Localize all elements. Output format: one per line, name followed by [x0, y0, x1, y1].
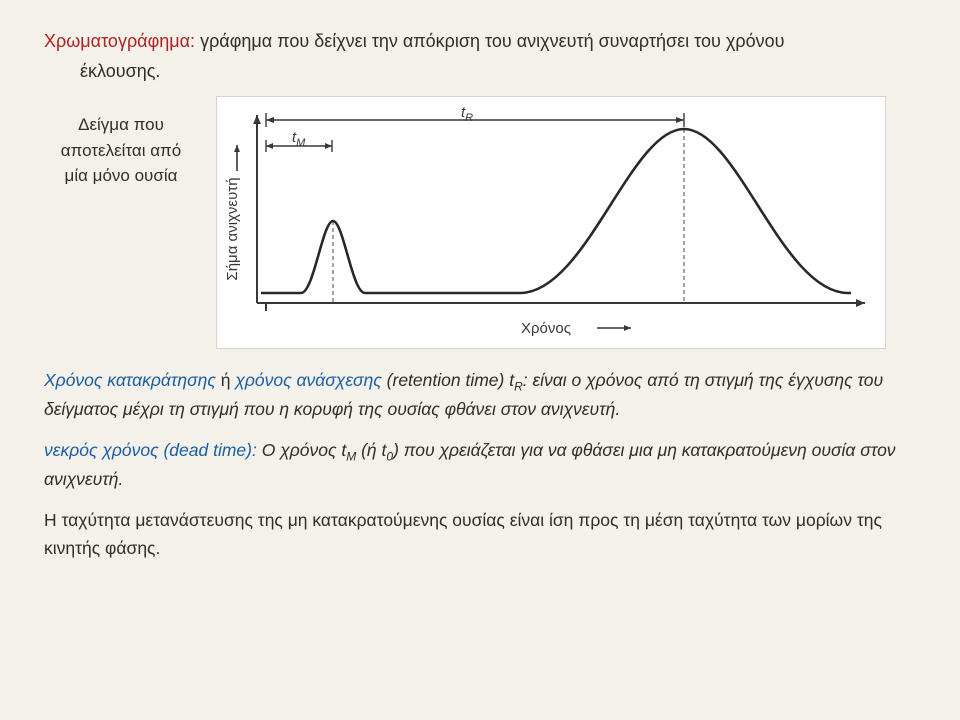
para-deadtime: νεκρός χρόνος (dead time): Ο χρόνος tM (… — [44, 437, 916, 493]
chart-caption: Δείγμα που αποτελείται από μία μόνο ουσί… — [44, 96, 198, 189]
svg-text:tR: tR — [461, 104, 473, 124]
p2s1: M — [346, 450, 356, 464]
term-retention: Χρόνος κατακράτησης — [44, 370, 216, 390]
p1r2: (retention time) t — [382, 370, 514, 390]
p2r2: (ή t — [356, 440, 386, 460]
svg-text:Χρόνος: Χρόνος — [521, 320, 571, 337]
caption-l1: Δείγμα που — [78, 115, 164, 134]
title-rest: γράφημα που δείχνει την απόκριση του ανι… — [195, 31, 784, 51]
caption-l2: αποτελείται από — [61, 141, 182, 160]
p2r1: Ο χρόνος t — [257, 440, 346, 460]
p1r1: ή — [216, 370, 235, 390]
term-deadtime: νεκρός χρόνος (dead time): — [44, 440, 257, 460]
para-retention: Χρόνος κατακράτησης ή χρόνος ανάσχεσης (… — [44, 367, 916, 423]
title-elution: έκλουσης. — [80, 61, 916, 82]
chart-row: Δείγμα που αποτελείται από μία μόνο ουσί… — [44, 96, 916, 349]
title-line: Χρωματογράφημα: γράφημα που δείχνει την … — [44, 28, 916, 55]
para-velocity: Η ταχύτητα μετανάστευσης της μη κατακρατ… — [44, 507, 916, 561]
title-term: Χρωματογράφημα: — [44, 31, 195, 51]
chromatogram-chart: tMtRΧρόνοςΣήμα ανιχνευτή — [216, 96, 886, 349]
term-anaschesis: χρόνος ανάσχεσης — [235, 370, 381, 390]
svg-text:Σήμα ανιχνευτή: Σήμα ανιχνευτή — [224, 177, 241, 280]
p1sub: R — [514, 380, 523, 394]
slide: Χρωματογράφημα: γράφημα που δείχνει την … — [0, 0, 960, 596]
caption-l3: μία μόνο ουσία — [65, 166, 178, 185]
